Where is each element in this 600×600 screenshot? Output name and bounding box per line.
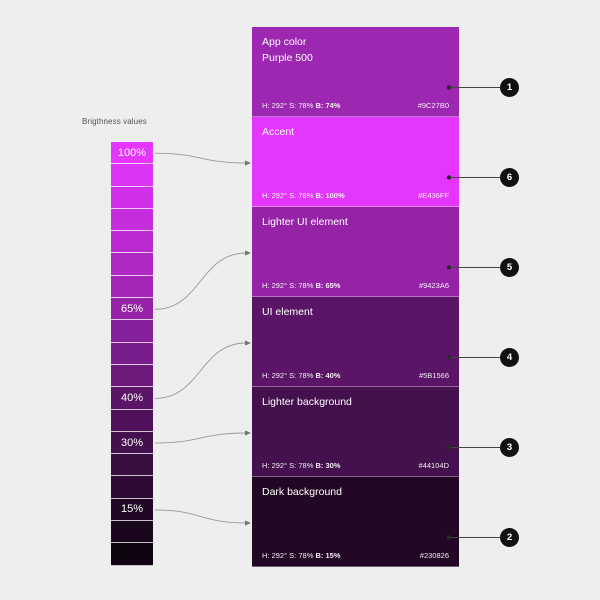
brightness-step: 100% <box>111 142 153 165</box>
panel-brightness: B: 30% <box>315 461 341 470</box>
brightness-step <box>111 543 153 566</box>
brightness-step <box>111 275 153 299</box>
panel-brightness: B: 15% <box>315 551 341 560</box>
color-panel: Lighter UI element H: 292° S: 78% B: 65% #… <box>252 207 459 297</box>
color-panel: Dark background H: 292° S: 78% B: 15% #230… <box>252 477 459 567</box>
brightness-step: 40% <box>111 387 153 410</box>
connector-arrowhead <box>245 520 251 526</box>
brightness-step <box>111 476 153 499</box>
color-panel: UI element H: 292° S: 78% B: 40% #5B1566 <box>252 297 459 387</box>
panel-hex-code: #E436FF <box>418 191 449 200</box>
connector-arrowhead <box>245 250 251 256</box>
panel-brightness: B: 100% <box>315 191 345 200</box>
panel-hex-code: #230826 <box>419 551 449 560</box>
panel-hs: H: 292° S: 78% <box>262 371 316 380</box>
connector-curve <box>154 252 247 310</box>
connector-arrowhead <box>245 340 251 346</box>
color-panel: App color Purple 500 H: 292° S: 78% B: 74%… <box>252 27 459 117</box>
callout-number-badge: 3 <box>500 438 519 457</box>
brightness-step-label: 65% <box>120 302 144 315</box>
brightness-step-label: 15% <box>120 503 144 516</box>
brightness-step <box>111 409 153 432</box>
brightness-step: 15% <box>111 498 153 522</box>
callout-number-badge: 4 <box>500 348 519 367</box>
brightness-step-label: 100% <box>117 146 147 159</box>
brightness-step: 65% <box>111 298 153 321</box>
panel-hsb-values: H: 292° S: 78% B: 30% <box>262 461 340 470</box>
panel-hs: H: 292° S: 78% <box>262 191 316 200</box>
panel-brightness: B: 65% <box>315 281 341 290</box>
callout-number-badge: 1 <box>500 78 519 97</box>
brightness-step <box>111 364 153 388</box>
color-panel: Accent H: 292° S: 78% B: 100% #E436FF <box>252 117 459 207</box>
panel-hsb-values: H: 292° S: 78% B: 74% <box>262 101 340 110</box>
brightness-scale-title: Brigthness values <box>82 117 147 126</box>
connector-arrowhead <box>245 160 251 166</box>
panel-hs: H: 292° S: 78% <box>262 461 316 470</box>
brightness-step <box>111 231 153 254</box>
callout-number-badge: 2 <box>500 528 519 547</box>
panel-hs: H: 292° S: 78% <box>262 101 316 110</box>
brightness-step <box>111 454 153 477</box>
brightness-step <box>111 164 153 187</box>
panel-title: Dark background <box>262 486 342 498</box>
brightness-step <box>111 186 153 209</box>
brightness-step-label: 40% <box>120 391 144 404</box>
panel-hex-code: #5B1566 <box>418 371 449 380</box>
panel-hex-code: #9C27B0 <box>417 101 449 110</box>
panel-hex-code: #9423A6 <box>418 281 449 290</box>
panel-subtitle: Purple 500 <box>262 52 313 64</box>
panel-hex-code: #44104D <box>418 461 449 470</box>
brightness-step <box>111 208 153 232</box>
brightness-scale: 100% 65% 40% 30% 15% <box>111 142 153 566</box>
connector-curve <box>154 432 247 444</box>
panel-hs: H: 292° S: 78% <box>262 281 316 290</box>
brightness-step <box>111 320 153 343</box>
color-panel: Lighter background H: 292° S: 78% B: 30% #… <box>252 387 459 477</box>
panel-hs: H: 292° S: 78% <box>262 551 316 560</box>
panel-title: App color <box>262 36 307 48</box>
callout-number-badge: 5 <box>500 258 519 277</box>
panel-hsb-values: H: 292° S: 78% B: 15% <box>262 551 340 560</box>
brightness-step <box>111 521 153 544</box>
brightness-step <box>111 253 153 276</box>
panel-hsb-values: H: 292° S: 78% B: 100% <box>262 191 345 200</box>
connector-arrowhead <box>245 430 251 436</box>
panel-brightness: B: 40% <box>315 371 341 380</box>
connector-curve <box>154 342 247 399</box>
panel-brightness: B: 74% <box>315 101 341 110</box>
brightness-step: 30% <box>111 431 153 455</box>
panel-title: Lighter background <box>262 396 352 408</box>
panel-title: Accent <box>262 126 295 138</box>
panel-hsb-values: H: 292° S: 78% B: 40% <box>262 371 340 380</box>
connector-curve <box>154 509 247 524</box>
panel-hsb-values: H: 292° S: 78% B: 65% <box>262 281 340 290</box>
callout-number-badge: 6 <box>500 168 519 187</box>
panel-title: UI element <box>262 306 313 318</box>
panel-title: Lighter UI element <box>262 216 348 228</box>
connector-curve <box>154 152 247 164</box>
brightness-step <box>111 342 153 365</box>
brightness-step-label: 30% <box>120 436 144 449</box>
